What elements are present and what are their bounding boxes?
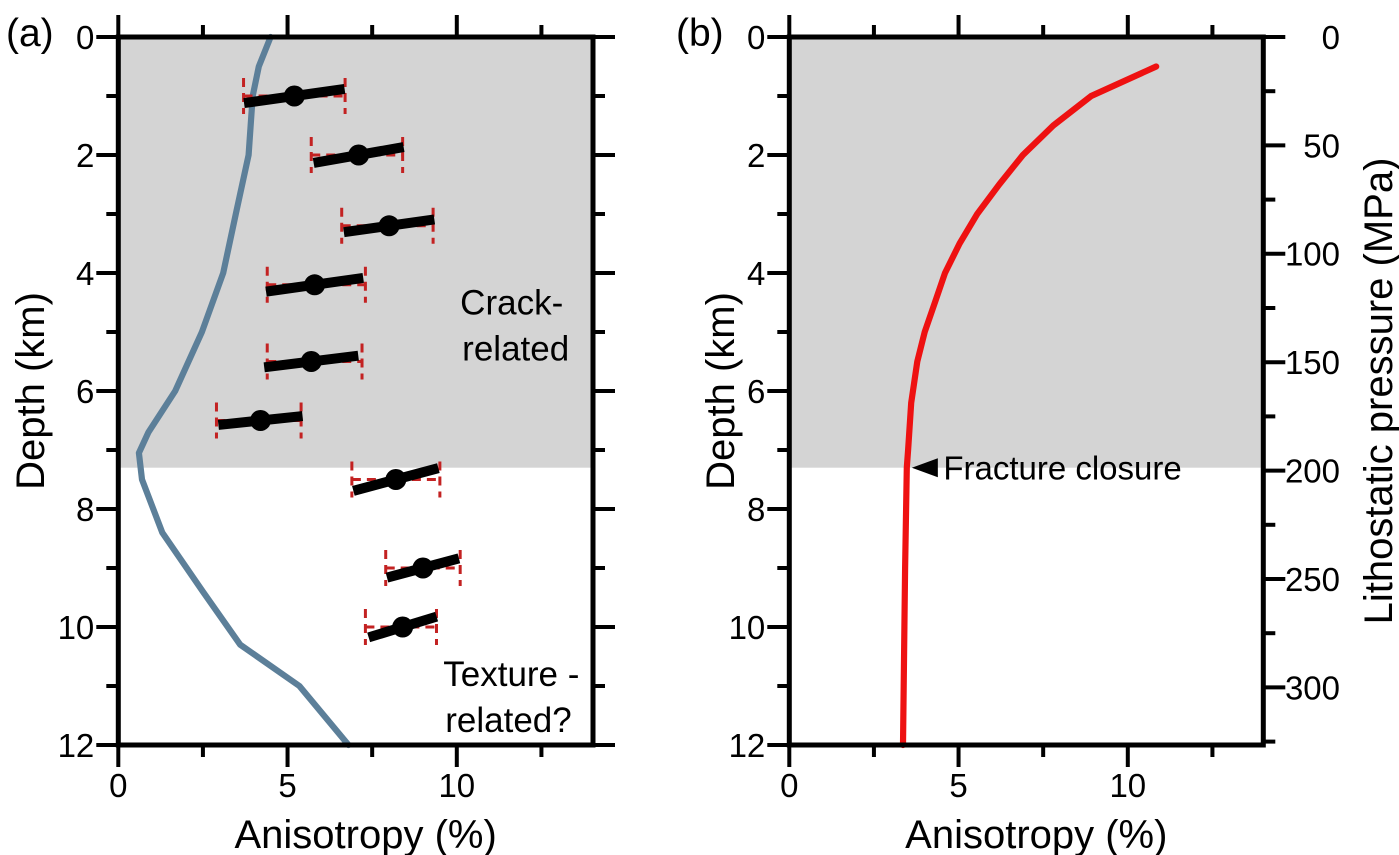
- panel-letter: (a): [6, 12, 54, 55]
- depth-tick-label: 12: [729, 727, 766, 764]
- data-point-marker: [348, 144, 370, 166]
- x-tick-label: 5: [278, 767, 296, 804]
- crack-related-label: Crack-: [460, 283, 563, 322]
- pressure-tick-label: 300: [1285, 669, 1340, 706]
- data-point-marker: [304, 274, 326, 296]
- measurement-point-3: [340, 207, 436, 244]
- depth-tick-label: 0: [747, 19, 765, 56]
- crack-related-label: related: [462, 329, 569, 368]
- x-tick-label: 0: [109, 767, 127, 804]
- x-axis-title: Anisotropy (%): [905, 813, 1167, 855]
- depth-tick-label: 8: [747, 491, 765, 528]
- depth-tick-label: 12: [58, 727, 95, 764]
- data-point-marker: [392, 616, 414, 638]
- measurement-point-5: [263, 343, 364, 380]
- data-point-marker: [249, 410, 271, 431]
- x-tick-label: 10: [1109, 767, 1146, 804]
- measurement-point-6: [214, 402, 304, 439]
- depth-tick-label: 2: [747, 137, 765, 174]
- fracture-closure-arrow: [911, 458, 938, 478]
- depth-tick-label: 2: [76, 137, 94, 174]
- measurement-point-4: [265, 266, 367, 303]
- data-point-marker: [412, 557, 434, 579]
- depth-tick-label: 6: [747, 373, 765, 410]
- pressure-tick-label: 50: [1303, 127, 1340, 164]
- data-point-marker: [378, 215, 400, 237]
- panel-b-shaded-crack-zone: [789, 37, 1264, 468]
- pressure-tick-label: 100: [1285, 236, 1340, 273]
- y-axis-title: Depth (km): [9, 292, 53, 490]
- measurement-point-1: [242, 78, 347, 114]
- x-tick-label: 0: [780, 767, 798, 804]
- x-tick-label: 10: [438, 767, 475, 804]
- depth-tick-label: 0: [76, 19, 94, 56]
- pressure-tick-label: 250: [1285, 561, 1340, 598]
- panel-a-shaded-crack-zone: [118, 37, 594, 468]
- fracture-closure-label: Fracture closure: [943, 450, 1181, 487]
- data-point-marker: [300, 351, 322, 372]
- texture-related-label: related?: [445, 701, 571, 740]
- pressure-tick-label: 0: [1322, 19, 1340, 56]
- panel-letter: (b): [676, 12, 724, 55]
- depth-tick-label: 4: [76, 255, 94, 292]
- x-tick-label: 5: [949, 767, 967, 804]
- panel-b-crack-anisotropy-model-curve: [899, 63, 1160, 749]
- depth-tick-label: 10: [729, 609, 766, 646]
- depth-tick-label: 10: [58, 609, 95, 646]
- pressure-axis-title: Lithostatic pressure (MPa): [1357, 158, 1399, 625]
- depth-tick-label: 8: [76, 491, 94, 528]
- x-axis-title: Anisotropy (%): [234, 813, 496, 855]
- measurement-point-8: [384, 550, 462, 586]
- pressure-tick-label: 150: [1285, 344, 1340, 381]
- measurement-point-7: [350, 461, 442, 498]
- panel-a-velocity-model-curve: [135, 33, 352, 749]
- y-axis-title: Depth (km): [699, 292, 743, 490]
- depth-tick-label: 4: [747, 255, 765, 292]
- texture-related-label: Texture -: [443, 655, 579, 694]
- depth-tick-label: 6: [76, 373, 94, 410]
- data-point-marker: [283, 85, 305, 107]
- pressure-tick-label: 200: [1285, 452, 1340, 489]
- measurement-point-2: [309, 137, 405, 173]
- data-point-marker: [385, 469, 407, 490]
- measurement-point-9: [363, 609, 439, 645]
